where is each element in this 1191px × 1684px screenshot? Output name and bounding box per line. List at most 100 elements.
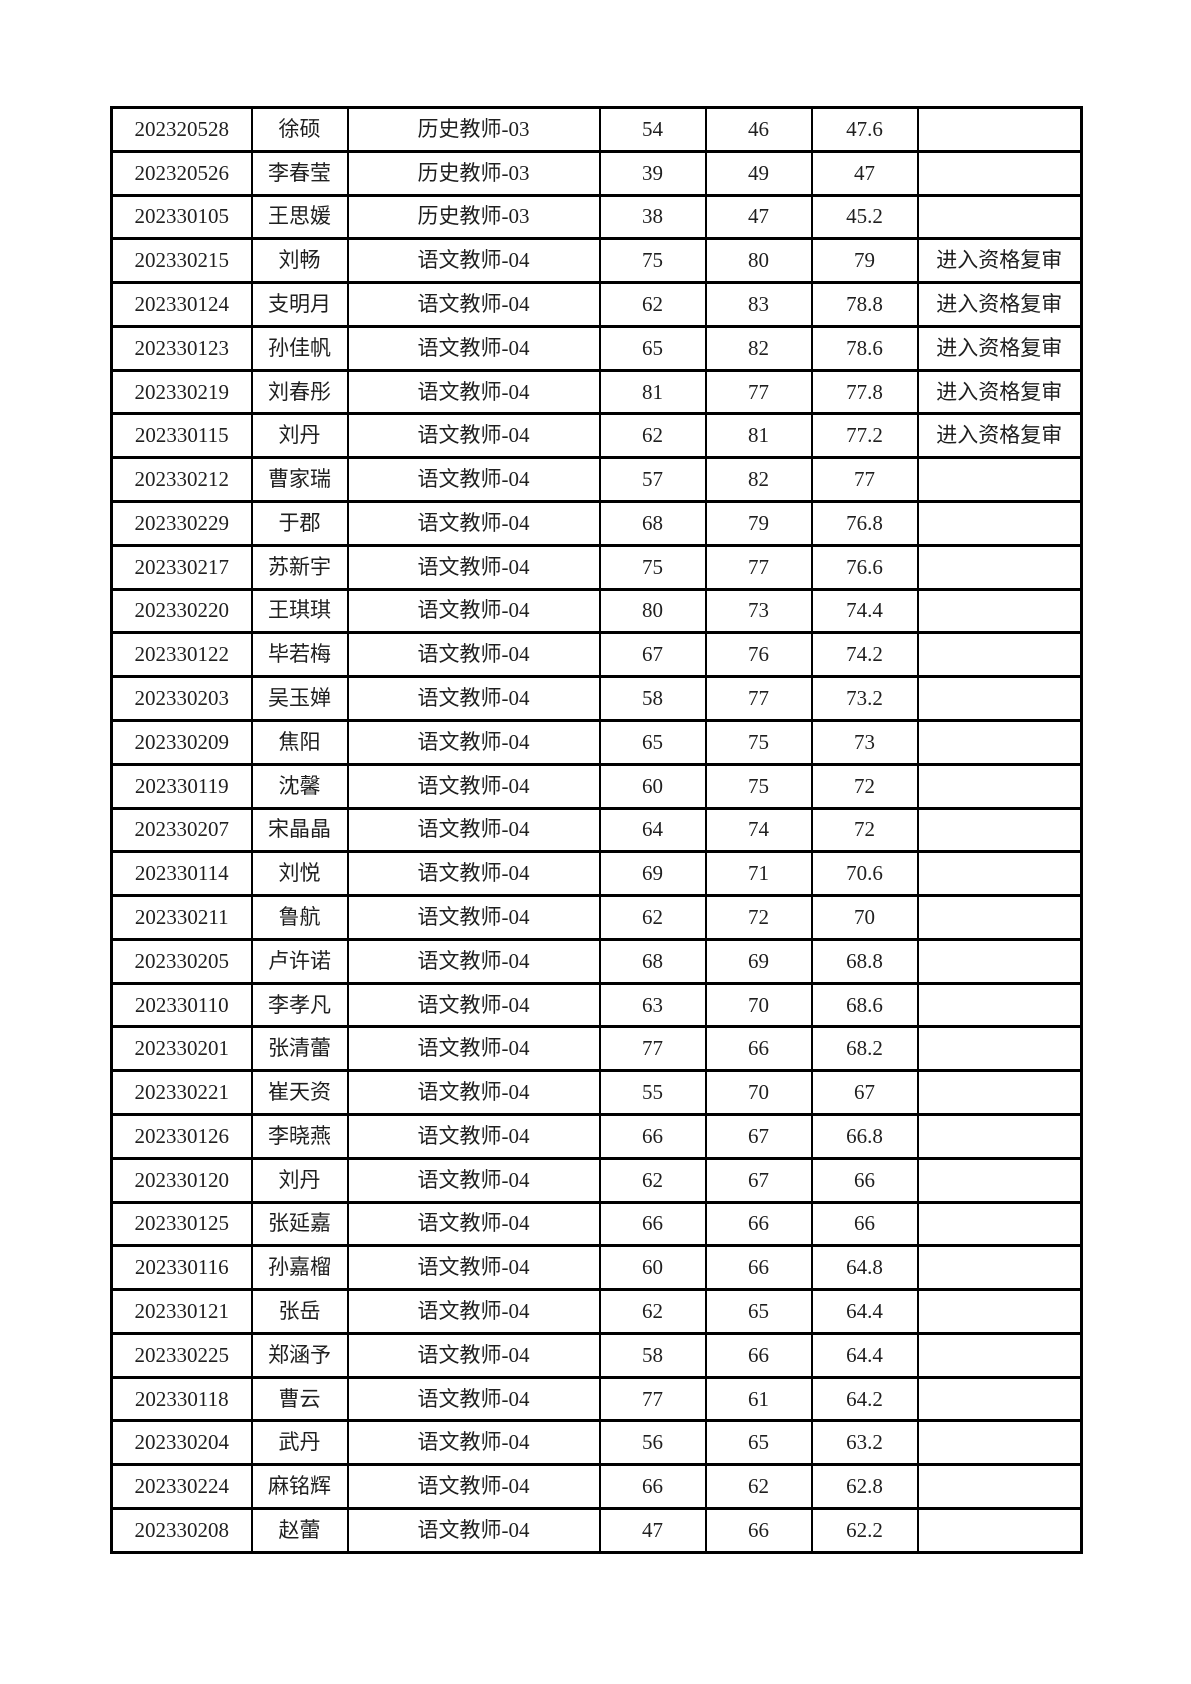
cell-score-final: 72 xyxy=(810,762,919,810)
cell-exam-id: 202330221 xyxy=(110,1069,253,1116)
cell-score-1: 67 xyxy=(598,631,707,679)
cell-score-1: 38 xyxy=(598,193,707,241)
table-row: 202330215 刘畅 语文教师-04 75 80 79 进入资格复审 xyxy=(110,237,1083,285)
cell-score-2: 67 xyxy=(704,1156,813,1204)
cell-position: 语文教师-04 xyxy=(346,1331,601,1379)
cell-exam-id: 202330115 xyxy=(110,412,253,460)
cell-score-final: 73.2 xyxy=(810,675,919,722)
cell-score-1: 62 xyxy=(598,1288,707,1335)
cell-score-2: 75 xyxy=(704,762,813,810)
cell-name: 孙嘉榴 xyxy=(250,1244,349,1292)
cell-score-2: 62 xyxy=(704,1463,813,1510)
cell-exam-id: 202330204 xyxy=(110,1419,253,1467)
cell-name: 徐硕 xyxy=(250,106,349,153)
cell-score-2: 46 xyxy=(704,106,813,153)
cell-exam-id: 202330224 xyxy=(110,1463,253,1510)
cell-position: 语文教师-04 xyxy=(346,850,601,898)
table-row: 202320526 李春莹 历史教师-03 39 49 47 xyxy=(110,149,1083,197)
cell-position: 语文教师-04 xyxy=(346,1463,601,1510)
cell-position: 语文教师-04 xyxy=(346,675,601,722)
table-row: 202330125 张延嘉 语文教师-04 66 66 66 xyxy=(110,1200,1083,1248)
cell-score-2: 81 xyxy=(704,412,813,460)
table-row: 202320528 徐硕 历史教师-03 54 46 47.6 xyxy=(110,106,1083,153)
cell-score-final: 76.8 xyxy=(810,500,919,547)
cell-exam-id: 202330105 xyxy=(110,193,253,241)
cell-score-2: 47 xyxy=(704,193,813,241)
cell-score-2: 80 xyxy=(704,237,813,285)
table-row: 202330118 曹云 语文教师-04 77 61 64.2 xyxy=(110,1375,1083,1423)
cell-score-1: 62 xyxy=(598,1156,707,1204)
cell-score-1: 62 xyxy=(598,894,707,941)
cell-score-2: 76 xyxy=(704,631,813,679)
cell-score-1: 65 xyxy=(598,324,707,372)
cell-name: 王思媛 xyxy=(250,193,349,241)
table-row: 202330204 武丹 语文教师-04 56 65 63.2 xyxy=(110,1419,1083,1467)
cell-score-1: 68 xyxy=(598,937,707,985)
cell-position: 语文教师-04 xyxy=(346,1069,601,1116)
cell-score-final: 70.6 xyxy=(810,850,919,898)
cell-name: 王琪琪 xyxy=(250,587,349,635)
cell-exam-id: 202330209 xyxy=(110,718,253,766)
cell-score-2: 66 xyxy=(704,1507,813,1554)
score-table-body: 202320528 徐硕 历史教师-03 54 46 47.6 20232052… xyxy=(110,106,1083,1554)
cell-name: 武丹 xyxy=(250,1419,349,1467)
cell-position: 语文教师-04 xyxy=(346,1156,601,1204)
cell-position: 语文教师-04 xyxy=(346,937,601,985)
cell-name: 郑涵予 xyxy=(250,1331,349,1379)
table-row: 202330217 苏新宇 语文教师-04 75 77 76.6 xyxy=(110,543,1083,591)
cell-score-2: 83 xyxy=(704,281,813,328)
table-row: 202330205 卢许诺 语文教师-04 68 69 68.8 xyxy=(110,937,1083,985)
table-row: 202330225 郑涵予 语文教师-04 58 66 64.4 xyxy=(110,1331,1083,1379)
cell-score-final: 74.2 xyxy=(810,631,919,679)
cell-name: 李孝凡 xyxy=(250,981,349,1029)
cell-score-2: 66 xyxy=(704,1331,813,1379)
cell-score-1: 57 xyxy=(598,456,707,504)
cell-score-final: 64.4 xyxy=(810,1288,919,1335)
table-row: 202330126 李晓燕 语文教师-04 66 67 66.8 xyxy=(110,1112,1083,1160)
cell-name: 刘丹 xyxy=(250,412,349,460)
cell-score-final: 68.2 xyxy=(810,1025,919,1073)
cell-exam-id: 202330229 xyxy=(110,500,253,547)
cell-score-final: 73 xyxy=(810,718,919,766)
cell-score-final: 77.2 xyxy=(810,412,919,460)
cell-score-final: 68.8 xyxy=(810,937,919,985)
cell-score-1: 80 xyxy=(598,587,707,635)
cell-remark: 进入资格复审 xyxy=(916,368,1083,416)
cell-exam-id: 202330203 xyxy=(110,675,253,722)
cell-position: 语文教师-04 xyxy=(346,412,601,460)
cell-score-2: 71 xyxy=(704,850,813,898)
cell-position: 语文教师-04 xyxy=(346,500,601,547)
cell-score-final: 70 xyxy=(810,894,919,941)
cell-score-1: 68 xyxy=(598,500,707,547)
cell-score-2: 82 xyxy=(704,456,813,504)
cell-score-1: 66 xyxy=(598,1200,707,1248)
cell-score-1: 63 xyxy=(598,981,707,1029)
cell-position: 语文教师-04 xyxy=(346,1112,601,1160)
cell-position: 历史教师-03 xyxy=(346,149,601,197)
cell-score-1: 69 xyxy=(598,850,707,898)
cell-name: 吴玉婵 xyxy=(250,675,349,722)
cell-score-final: 78.8 xyxy=(810,281,919,328)
cell-position: 语文教师-04 xyxy=(346,631,601,679)
cell-score-final: 62.2 xyxy=(810,1507,919,1554)
cell-name: 麻铭辉 xyxy=(250,1463,349,1510)
cell-score-1: 77 xyxy=(598,1375,707,1423)
cell-name: 曹家瑞 xyxy=(250,456,349,504)
cell-remark xyxy=(916,106,1083,153)
cell-exam-id: 202330212 xyxy=(110,456,253,504)
cell-exam-id: 202330205 xyxy=(110,937,253,985)
cell-name: 刘悦 xyxy=(250,850,349,898)
table-row: 202330229 于郡 语文教师-04 68 79 76.8 xyxy=(110,500,1083,547)
cell-remark xyxy=(916,675,1083,722)
cell-remark xyxy=(916,1069,1083,1116)
cell-position: 语文教师-04 xyxy=(346,718,601,766)
table-row: 202330201 张清蕾 语文教师-04 77 66 68.2 xyxy=(110,1025,1083,1073)
table-row: 202330114 刘悦 语文教师-04 69 71 70.6 xyxy=(110,850,1083,898)
cell-score-final: 66 xyxy=(810,1156,919,1204)
cell-score-final: 78.6 xyxy=(810,324,919,372)
cell-remark xyxy=(916,500,1083,547)
cell-score-1: 62 xyxy=(598,412,707,460)
cell-name: 支明月 xyxy=(250,281,349,328)
cell-name: 曹云 xyxy=(250,1375,349,1423)
cell-remark xyxy=(916,1331,1083,1379)
